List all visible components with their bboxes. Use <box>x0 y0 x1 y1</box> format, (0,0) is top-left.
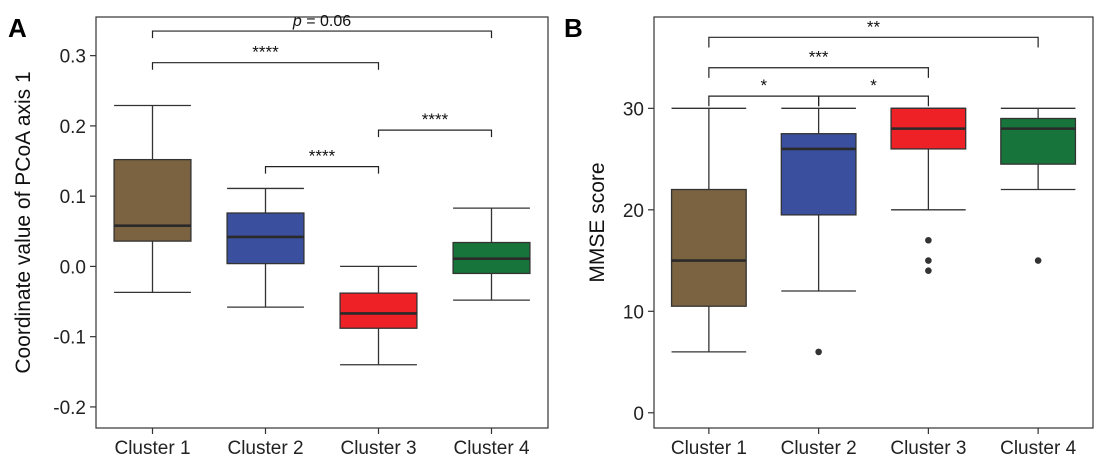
y-tick-label: -0.2 <box>53 398 86 419</box>
outlier-point <box>925 236 932 244</box>
significance-label: * <box>760 76 767 95</box>
box-3 <box>890 107 967 275</box>
outlier-point <box>925 257 932 264</box>
significance-label: * <box>870 76 877 95</box>
significance-label: **** <box>422 110 449 129</box>
y-tick-label: -0.1 <box>53 328 86 349</box>
bracket-line <box>151 30 493 39</box>
p-value: = 0.06 <box>302 13 351 30</box>
outlier-point <box>925 267 932 275</box>
bracket-line <box>708 36 1039 48</box>
significance-bracket-2: **** <box>151 43 380 70</box>
bracket-line <box>151 62 380 70</box>
significance-label: p = 0.06 <box>292 13 351 30</box>
bracket-line <box>708 67 929 78</box>
significance-bracket-2: *** <box>708 48 929 78</box>
significance-label: **** <box>309 147 336 166</box>
x-tick-label: Cluster 1 <box>114 438 190 459</box>
box-1 <box>670 107 747 353</box>
bracket-line <box>818 95 929 107</box>
significance-bracket-4: * <box>818 76 929 107</box>
bracket-line <box>264 166 380 174</box>
iqr-box <box>670 188 747 307</box>
box-4 <box>452 207 531 301</box>
iqr-box <box>780 133 857 216</box>
y-tick-label: 0 <box>633 404 644 425</box>
y-tick-label: 0.2 <box>60 117 86 138</box>
significance-bracket-1: ** <box>708 17 1039 48</box>
bracket-line <box>708 95 820 107</box>
panel-letter-a: A <box>8 13 27 43</box>
y-tick-label: 0.0 <box>60 257 86 278</box>
plot-frame <box>95 16 549 429</box>
x-tick-label: Cluster 4 <box>453 438 529 459</box>
x-tick-label: Cluster 3 <box>340 438 416 459</box>
box-2 <box>780 107 857 356</box>
x-tick-label: Cluster 4 <box>1000 438 1076 459</box>
y-axis-title: Coordinate value of PCoA axis 1 <box>12 71 35 373</box>
significance-bracket-3: **** <box>377 110 493 138</box>
significance-bracket-4: **** <box>264 147 380 174</box>
x-tick-label: Cluster 2 <box>227 438 303 459</box>
panel-a-plot: -0.2 -0.1 0.0 0.1 0.2 0.3 Coordinate value of … <box>12 13 549 459</box>
iqr-box <box>113 158 192 242</box>
iqr-box <box>1000 117 1077 165</box>
box-3 <box>339 265 418 366</box>
p-symbol: p <box>292 13 302 30</box>
y-tick-label: 20 <box>623 201 644 222</box>
y-tick-label: 0.1 <box>60 187 86 208</box>
significance-bracket-3: * <box>708 76 820 107</box>
iqr-box <box>339 292 418 329</box>
plot-frame <box>653 16 1094 429</box>
y-axis-title: MMSE score <box>586 162 609 282</box>
iqr-box <box>226 212 305 265</box>
y-tick-label: 30 <box>623 99 644 120</box>
x-tick-label: Cluster 1 <box>671 438 747 459</box>
significance-label: ** <box>867 17 881 36</box>
significance-bracket-1: p = 0.06 <box>151 13 493 39</box>
box-1 <box>113 104 192 294</box>
box-2 <box>226 187 305 308</box>
y-tick-label: 10 <box>623 302 644 323</box>
significance-label: *** <box>809 48 829 67</box>
x-tick-label: Cluster 3 <box>890 438 966 459</box>
panel-b-plot: 0 10 20 30 MMSE score Cluster 1 Cluster 2 Clust… <box>586 16 1094 459</box>
outlier-point <box>815 348 822 356</box>
significance-label: **** <box>252 43 279 62</box>
outlier-point <box>1034 257 1042 264</box>
bracket-line <box>377 129 493 138</box>
x-tick-label: Cluster 2 <box>781 438 857 459</box>
box-4 <box>1000 107 1077 264</box>
panel-letter-b: B <box>564 13 583 43</box>
y-tick-label: 0.3 <box>60 47 86 68</box>
